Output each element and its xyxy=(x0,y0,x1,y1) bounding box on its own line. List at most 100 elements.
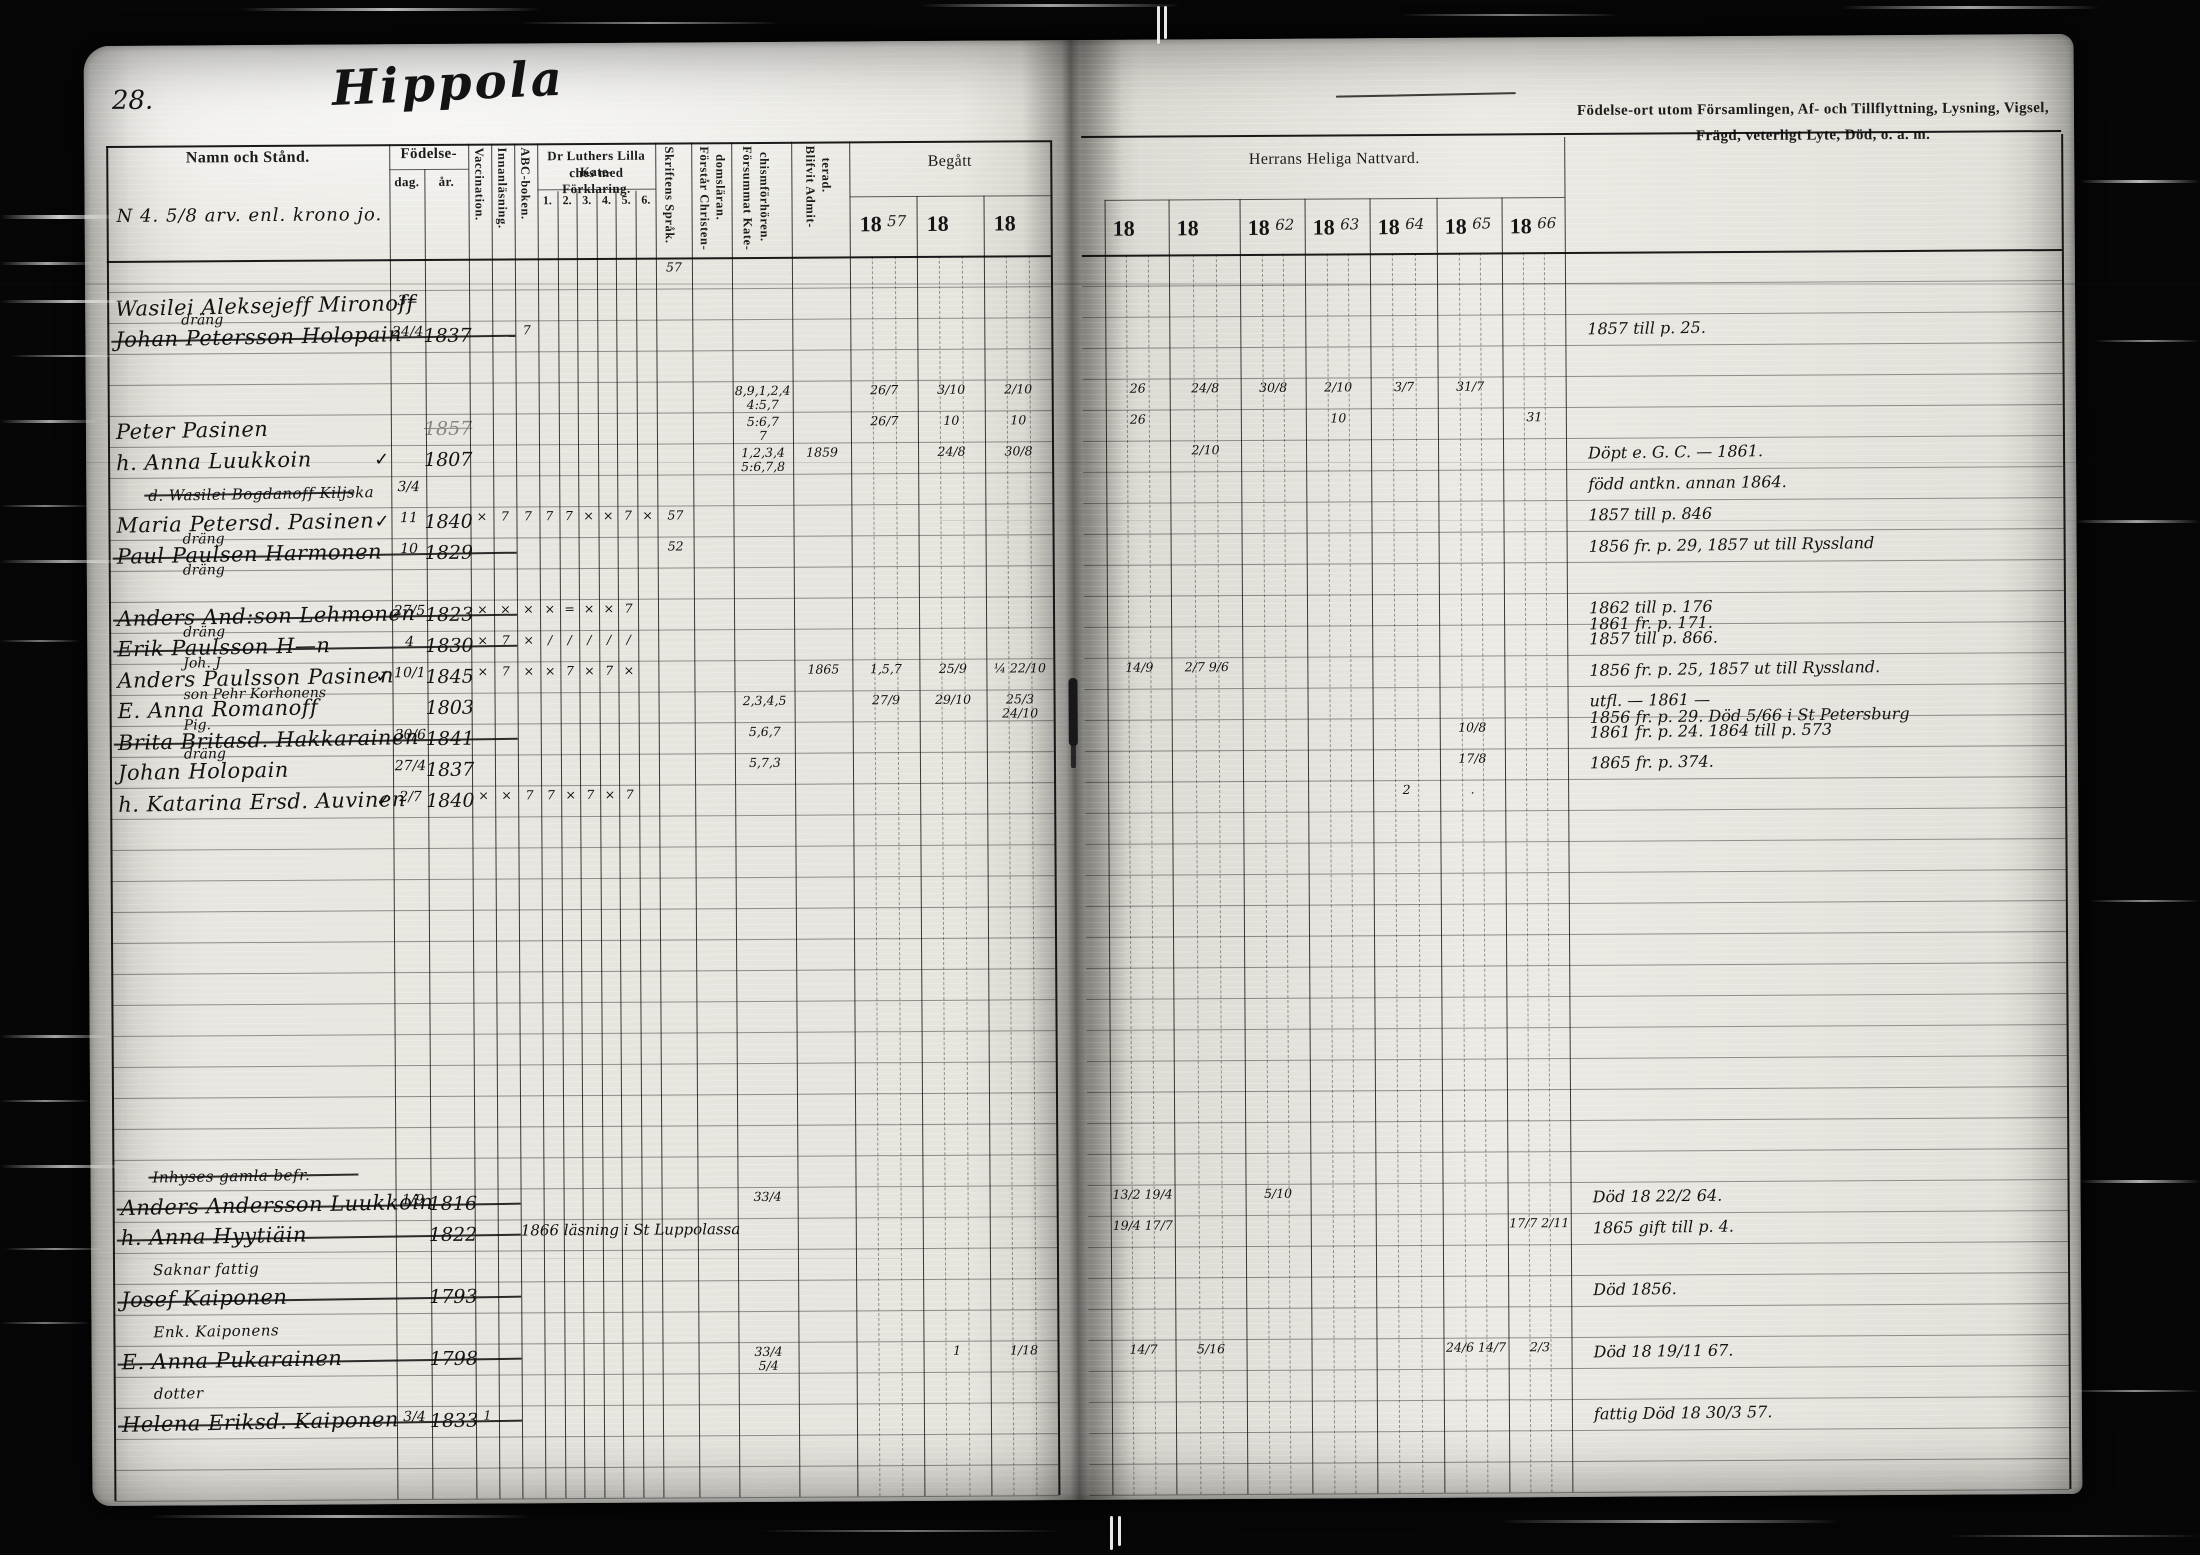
entry-annotation: 1865 fr. p. 374. xyxy=(1589,751,1714,773)
entry-birth-year: 1829 xyxy=(424,541,474,565)
entry-mark: × xyxy=(523,663,535,679)
entry-annotation: 1857 till p. 25. xyxy=(1587,317,1706,339)
ruled-line xyxy=(1085,776,2066,783)
entry-annotation: 1856 fr. p. 29, 1857 ut till Ryssland xyxy=(1588,533,1875,556)
entry-birth-day: 3/4 xyxy=(397,479,421,496)
ruled-line xyxy=(1089,1426,2070,1434)
entry-annotation: 1856 fr. p. 25, 1857 ut till Ryssland. xyxy=(1589,657,1881,680)
registration-tick xyxy=(1157,6,1160,44)
entry-mark: / xyxy=(587,632,592,648)
ruled-line xyxy=(1083,497,2064,504)
scan-streak xyxy=(10,355,130,357)
entry-name: E. Anna Romanoff xyxy=(117,695,319,724)
ruled-line xyxy=(113,1402,1058,1409)
scan-streak xyxy=(0,505,90,507)
column-rule xyxy=(1501,197,1511,1493)
year-header: 18 65 xyxy=(1445,213,1492,239)
entry-mark: 31/7 xyxy=(1456,378,1485,394)
scan-streak xyxy=(2080,1180,2200,1183)
ruled-line xyxy=(111,937,1056,944)
entry-name: Enk. Kaiponens xyxy=(153,1321,280,1342)
entry-mark: / xyxy=(626,631,631,647)
entry-mark: 24/6 14/7 xyxy=(1445,1339,1507,1355)
entry-birth-day: 27/4 xyxy=(394,758,427,775)
entry-mark: 33/4 5/4 xyxy=(754,1343,783,1373)
col-header-forsummat-2: chismförhören. xyxy=(757,151,772,242)
entry-mark: 10/8 xyxy=(1458,719,1487,735)
entry-birth-year: 1840 xyxy=(424,510,473,534)
ruled-line xyxy=(1088,1271,2069,1279)
entry-birth-year: 1830 xyxy=(425,634,474,658)
ruled-line xyxy=(112,1123,1057,1130)
ruled-line xyxy=(1086,992,2067,1000)
column-rule xyxy=(791,141,801,1497)
ruled-line xyxy=(1089,1488,2070,1496)
scan-streak xyxy=(1500,1520,1840,1523)
entry-mark: × xyxy=(476,508,488,524)
scan-streak xyxy=(0,300,140,303)
entry-mark: 24/8 xyxy=(1191,380,1220,396)
entry-mark: 29/10 xyxy=(935,691,972,707)
entry-mark: 3/10 xyxy=(937,381,966,397)
year-printed: 18 xyxy=(1444,213,1467,239)
ruled-line xyxy=(111,1030,1056,1037)
scan-streak xyxy=(1950,1535,2200,1537)
scan-streak xyxy=(1400,14,1620,16)
entry-birth-year: 1798 xyxy=(429,1347,479,1371)
ruled-line xyxy=(1087,1209,2068,1217)
ruled-line xyxy=(1087,1240,2068,1248)
ruled-line xyxy=(108,441,1052,448)
year-printed: 18 xyxy=(926,210,949,236)
ruled-line xyxy=(114,1433,1059,1440)
katekes-subcol-number: 4. xyxy=(601,192,611,207)
entry-mark: × xyxy=(583,507,594,524)
scan-streak xyxy=(920,4,1180,7)
year-header: 18 62 xyxy=(1248,215,1295,241)
ruled-line xyxy=(106,255,1051,263)
entry-mark: × xyxy=(477,601,488,617)
entry-mark: 1/18 xyxy=(1009,1342,1039,1358)
entry-birth-day: 11 xyxy=(399,510,418,527)
parish-title: Hippola xyxy=(330,50,566,118)
column-rule xyxy=(1564,137,1574,1493)
scan-streak xyxy=(0,640,80,642)
entry-mark: 2/10 xyxy=(1004,381,1033,397)
katekes-subcol-number: 5. xyxy=(621,192,631,207)
entry-mark: 24/8 xyxy=(937,443,966,459)
entry-birth-day: 10/1 xyxy=(394,665,426,682)
entry-mark: 31 xyxy=(1526,409,1543,425)
entry-name: Peter Pasinen xyxy=(115,416,269,444)
column-rule xyxy=(576,191,586,1499)
entry-annotation: fattig Död 18 30/3 57. xyxy=(1593,1402,1773,1424)
scan-streak xyxy=(520,22,780,24)
entry-birth-year: 1807 xyxy=(424,448,473,472)
book-gutter xyxy=(1021,39,1131,1501)
entry-mark: 3/7 xyxy=(1394,378,1415,395)
ruled-line xyxy=(1085,837,2066,845)
entry-birth-year: 1841 xyxy=(425,727,475,751)
entry-mark: × xyxy=(603,600,615,616)
ruled-line xyxy=(112,1154,1057,1161)
scan-streak xyxy=(0,1322,90,1324)
entry-birth-day: 3/4 xyxy=(403,1409,426,1426)
year-printed: 18 xyxy=(993,210,1016,236)
entry-mark: × xyxy=(602,507,614,523)
entry-mark: × xyxy=(584,662,595,679)
ruled-line xyxy=(111,999,1056,1006)
scan-streak xyxy=(2075,520,2200,523)
entry-birth-day: 2/7 xyxy=(399,789,422,806)
ruled-line xyxy=(114,1495,1059,1502)
entry-mark: × xyxy=(623,662,635,678)
entry-mark: 2/10 xyxy=(1324,379,1353,395)
scan-streak xyxy=(2070,1390,2200,1392)
registration-tick xyxy=(1118,1516,1121,1546)
registration-tick xyxy=(1110,1516,1113,1550)
entry-mark: × xyxy=(477,663,489,679)
entry-mark: 57 xyxy=(665,259,682,275)
entry-mark: . xyxy=(1470,781,1475,797)
entry-mark: × xyxy=(501,787,512,803)
col-header-namn: Namn och Stånd. xyxy=(185,148,310,167)
scan-streak xyxy=(760,1530,1060,1532)
entry-mark: 57 xyxy=(667,507,684,523)
entry-mark: 7 xyxy=(623,507,632,523)
